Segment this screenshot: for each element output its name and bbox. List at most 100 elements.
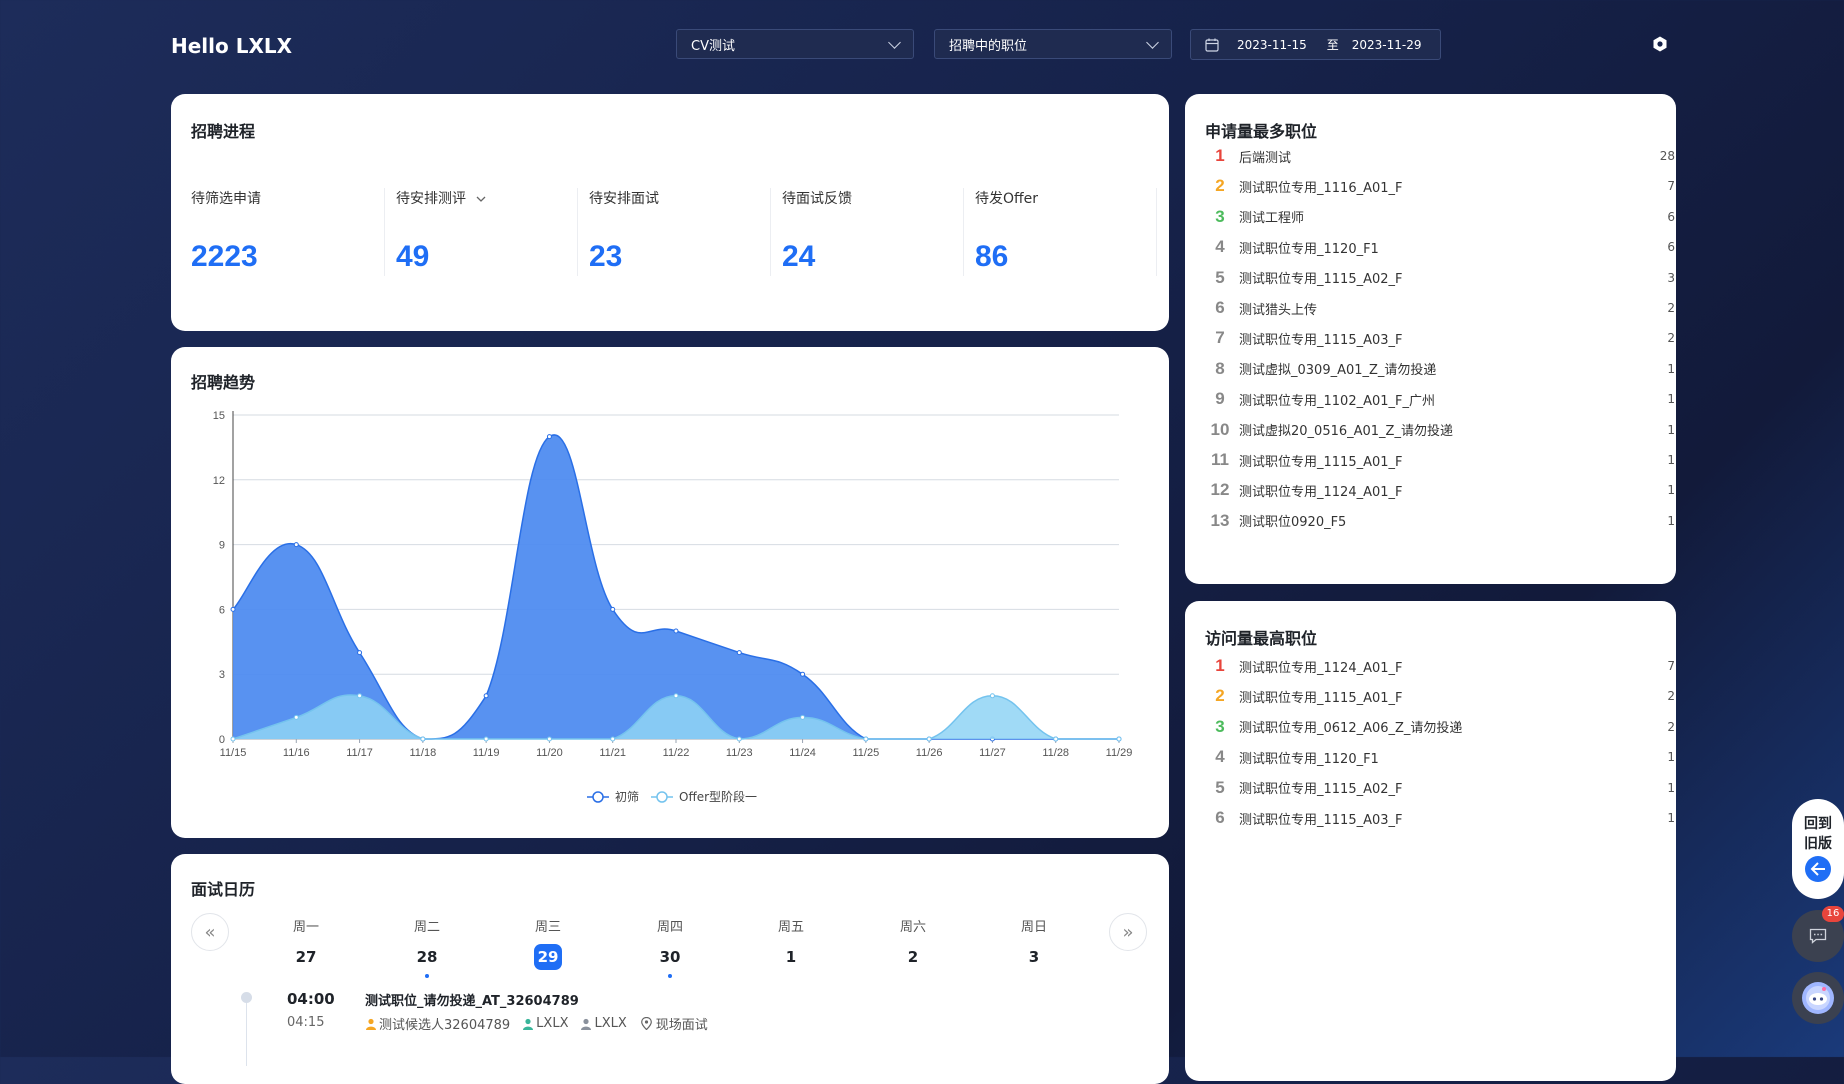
ranking-row[interactable]: 6 测试职位专用_1115_A03_F 1 xyxy=(1205,806,1675,830)
x-tick-label: 11/21 xyxy=(599,747,626,759)
calendar-day-selected[interactable]: 周三 29 xyxy=(518,916,578,970)
date-end[interactable]: 2023-11-29 xyxy=(1351,37,1422,52)
y-tick-label: 3 xyxy=(219,669,225,681)
weekday-label: 周一 xyxy=(292,920,319,935)
ranking-row[interactable]: 3 测试工程师 6 xyxy=(1205,205,1675,229)
event-title[interactable]: 测试职位_请勿投递_AT_32604789 xyxy=(365,994,579,1009)
ranking-row[interactable]: 1 测试职位专用_1124_A01_F 7 xyxy=(1205,654,1675,678)
data-point xyxy=(1053,736,1059,742)
x-tick-label: 11/22 xyxy=(663,747,690,759)
position-count: 2 xyxy=(1667,331,1675,346)
ranking-row[interactable]: 12 测试职位专用_1124_A01_F 1 xyxy=(1205,478,1675,502)
ranking-row[interactable]: 8 测试虚拟_0309_A01_Z_请勿投递 1 xyxy=(1205,357,1675,381)
y-tick-label: 0 xyxy=(219,734,225,746)
double-chevron-right-icon: » xyxy=(1122,921,1134,943)
legend-marker xyxy=(592,791,604,803)
position-name: 测试职位专用_1124_A01_F xyxy=(1239,484,1403,500)
x-tick-label: 11/24 xyxy=(789,747,816,759)
rank-number: 7 xyxy=(1215,328,1225,348)
rank-number: 5 xyxy=(1215,267,1225,287)
ranking-row[interactable]: 5 测试职位专用_1115_A02_F 1 xyxy=(1205,776,1675,800)
candidate-person-icon xyxy=(366,1018,376,1030)
data-point xyxy=(357,693,363,699)
data-point xyxy=(357,650,363,656)
ranking-row[interactable]: 2 测试职位专用_1115_A01_F 2 xyxy=(1205,684,1675,708)
rank-number: 1 xyxy=(1215,656,1225,675)
day-number: 2 xyxy=(907,948,919,966)
x-tick-label: 11/25 xyxy=(852,747,879,759)
series-area xyxy=(233,694,1119,739)
day-number: 30 xyxy=(659,948,681,966)
x-tick-label: 11/29 xyxy=(1106,747,1133,759)
event-interviewer-2: LXLX xyxy=(594,1016,627,1031)
stat-pending-feedback[interactable]: 待面试反馈 24 xyxy=(770,188,964,276)
calendar-day[interactable]: 周日 3 xyxy=(1004,916,1064,970)
chat-button[interactable]: 16 xyxy=(1792,906,1844,962)
arrow-left-icon xyxy=(1805,856,1831,882)
calendar-day[interactable]: 周五 1 xyxy=(761,916,821,970)
date-range-picker[interactable]: 2023-11-15 至 2023-11-29 xyxy=(1190,29,1441,60)
x-tick-label: 11/28 xyxy=(1042,747,1069,759)
assistant-button[interactable] xyxy=(1792,972,1844,1024)
calendar-day[interactable]: 周二 28 xyxy=(397,916,457,978)
position-count: 1 xyxy=(1667,811,1675,825)
ranking-row[interactable]: 4 测试职位专用_1120_F1 6 xyxy=(1205,235,1675,259)
chevron-down-icon[interactable] xyxy=(476,195,486,203)
rank-number: 6 xyxy=(1215,808,1225,827)
job-status-value: 招聘中的职位 xyxy=(949,38,1028,54)
position-count: 6 xyxy=(1667,209,1675,224)
date-start[interactable]: 2023-11-15 xyxy=(1237,37,1307,52)
position-count: 2 xyxy=(1667,719,1675,734)
position-count: 6 xyxy=(1667,240,1675,255)
ranking-row[interactable]: 2 测试职位专用_1116_A01_F 7 xyxy=(1205,174,1675,198)
ranking-row[interactable]: 11 测试职位专用_1115_A01_F 1 xyxy=(1205,448,1675,472)
position-name: 后端测试 xyxy=(1239,150,1292,166)
ranking-row[interactable]: 3 测试职位专用_0612_A06_Z_请勿投递 2 xyxy=(1205,715,1675,739)
card-title: 面试日历 xyxy=(191,880,256,899)
weekday-label: 周四 xyxy=(656,920,683,935)
ranking-row[interactable]: 9 测试职位专用_1102_A01_F_广州 1 xyxy=(1205,387,1675,411)
stat-pending-interview[interactable]: 待安排面试 23 xyxy=(577,188,771,276)
data-point xyxy=(736,650,742,656)
event-candidate[interactable]: 测试候选人32604789 xyxy=(379,1018,511,1033)
rank-number: 9 xyxy=(1215,389,1225,409)
stat-pending-offer[interactable]: 待发Offer 86 xyxy=(963,188,1157,276)
calendar-day[interactable]: 周四 30 xyxy=(640,916,700,978)
cv-filter-select[interactable]: CV测试 xyxy=(676,29,914,59)
prev-week-button[interactable]: « xyxy=(191,913,229,951)
job-status-select[interactable]: 招聘中的职位 xyxy=(934,29,1172,59)
ranking-row[interactable]: 7 测试职位专用_1115_A03_F 2 xyxy=(1205,326,1675,350)
day-number: 28 xyxy=(416,948,438,966)
back-old-line2: 旧版 xyxy=(1804,836,1832,852)
next-week-button[interactable]: » xyxy=(1109,913,1147,951)
settings-icon[interactable] xyxy=(1652,36,1668,52)
ranking-row[interactable]: 1 后端测试 28 xyxy=(1205,144,1675,168)
data-point xyxy=(673,693,679,699)
calendar-day[interactable]: 周六 2 xyxy=(883,916,943,970)
ranking-row[interactable]: 5 测试职位专用_1115_A02_F 3 xyxy=(1205,266,1675,290)
card-title: 招聘进程 xyxy=(191,122,256,141)
ranking-row[interactable]: 4 测试职位专用_1120_F1 1 xyxy=(1205,745,1675,769)
back-to-old-version-button[interactable]: 回到 旧版 xyxy=(1792,799,1844,899)
data-point xyxy=(800,671,806,677)
rank-number: 1 xyxy=(1215,146,1225,165)
interview-calendar-card: 面试日历 « » 周一 27 周二 28 周三 29 周四 30 周五 1 周六… xyxy=(171,854,1169,1084)
stat-label: 待筛选申请 xyxy=(191,191,261,207)
position-name: 测试职位专用_1115_A01_F xyxy=(1239,690,1403,706)
calendar-day[interactable]: 周一 27 xyxy=(276,916,336,970)
position-count: 2 xyxy=(1667,301,1675,315)
stat-pending-screening[interactable]: 待筛选申请 2223 xyxy=(191,188,385,276)
weekday-label: 周二 xyxy=(413,920,440,935)
chevron-down-icon xyxy=(1146,35,1159,49)
ranking-row[interactable]: 10 测试虚拟20_0516_A01_Z_请勿投递 1 xyxy=(1205,418,1675,442)
y-tick-label: 6 xyxy=(219,604,225,616)
position-name: 测试职位专用_1120_F1 xyxy=(1239,751,1379,767)
ranking-row[interactable]: 6 测试猎头上传 2 xyxy=(1205,296,1675,320)
card-title: 访问量最高职位 xyxy=(1205,629,1318,648)
stat-label: 待安排面试 xyxy=(589,191,659,207)
stat-pending-assessment[interactable]: 待安排测评 49 xyxy=(384,188,578,276)
rank-number: 2 xyxy=(1215,686,1225,706)
ranking-row[interactable]: 13 测试职位0920_F5 1 xyxy=(1205,509,1675,533)
recruitment-progress-card: 招聘进程 待筛选申请 2223 待安排测评 49 待安排面试 23 待面试反馈 … xyxy=(171,94,1169,331)
position-name: 测试工程师 xyxy=(1239,211,1305,227)
